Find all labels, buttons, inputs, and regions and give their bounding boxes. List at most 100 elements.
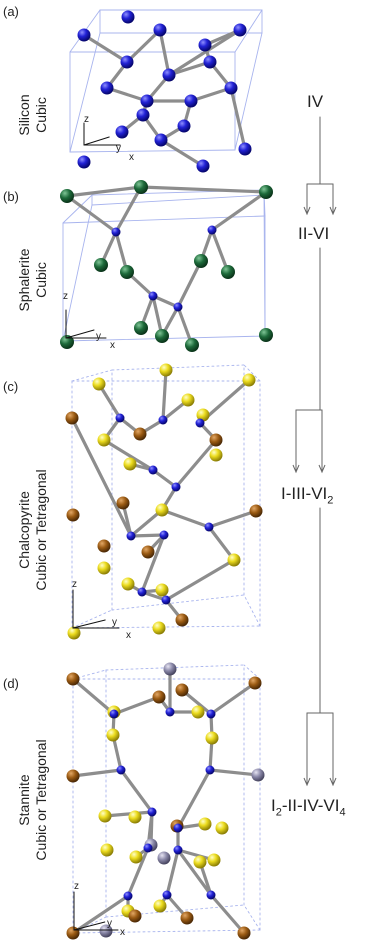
blue-atom — [206, 709, 216, 719]
axis-y-arrow — [65, 329, 95, 339]
bond — [151, 294, 180, 309]
blue-atom — [154, 133, 168, 147]
flow-i-iii-vi2-label: I-III-VI2 — [281, 484, 334, 507]
blue-atom — [121, 10, 135, 24]
bond — [126, 846, 150, 898]
yellow-atom — [198, 817, 212, 831]
unit-cell-edge — [243, 594, 261, 627]
yellow-atom — [207, 853, 221, 867]
unit-cell-edge — [243, 364, 261, 382]
bond — [71, 894, 130, 935]
name-line: Cubic or Tetragonal — [33, 739, 49, 861]
brown-atom — [152, 690, 166, 704]
bond — [176, 848, 213, 897]
blue-atom — [177, 119, 191, 133]
bond — [209, 893, 246, 935]
blue-atom — [111, 227, 121, 237]
bond — [103, 810, 154, 818]
yellow-atom — [205, 731, 219, 745]
bond — [167, 60, 212, 77]
blue-atom — [198, 38, 212, 52]
yellow-atom — [159, 363, 173, 377]
green-atom — [185, 338, 199, 352]
brown-atom — [248, 676, 262, 690]
sphalerite-name-label: Sphalerite Cubic — [16, 150, 50, 410]
blue-atom — [205, 765, 215, 775]
bond — [151, 468, 178, 489]
blue-atom — [123, 891, 133, 901]
yellow-atom — [209, 448, 223, 462]
bond — [158, 28, 171, 77]
axis-y-arrow — [73, 921, 106, 931]
blue-atom — [161, 595, 171, 605]
axis-z-label: z — [84, 114, 89, 125]
blue-atom — [136, 108, 150, 122]
blue-atom — [238, 142, 252, 156]
blue-atom — [109, 709, 119, 719]
blue-atom — [148, 291, 158, 301]
yellow-atom — [227, 553, 241, 567]
green-atom — [120, 265, 134, 279]
green-atom — [155, 329, 169, 343]
brown-atom — [116, 496, 130, 510]
flow-arrow — [303, 206, 311, 216]
blue-atom — [77, 155, 91, 169]
blue-atom — [137, 587, 147, 597]
name-line: Chalcopyrite — [16, 491, 32, 569]
bond — [114, 185, 143, 234]
blue-atom — [100, 81, 114, 95]
blue-atom — [173, 845, 183, 855]
bond — [140, 533, 166, 594]
yellow-atom — [191, 705, 205, 719]
chalcopyrite-name-label: Chalcopyrite Cubic or Tetragonal — [16, 400, 50, 660]
blue-atom — [140, 94, 154, 108]
blue-atom — [207, 225, 217, 235]
bond — [209, 681, 257, 716]
axis-x-label: x — [129, 152, 134, 163]
brown-atom — [175, 613, 189, 627]
bond — [102, 438, 155, 472]
brown-atom — [97, 539, 111, 553]
unit-cell-edge — [91, 194, 265, 206]
blue-atom — [77, 28, 91, 42]
blue-atom — [148, 465, 158, 475]
flow-arrow — [329, 777, 337, 787]
yellow-atom — [155, 583, 169, 597]
bond — [129, 533, 166, 538]
unit-cell-edge — [243, 664, 261, 680]
yellow-atom — [97, 561, 111, 575]
yellow-atom — [121, 577, 135, 591]
blue-atom — [224, 81, 238, 95]
yellow-atom — [155, 503, 169, 517]
bond — [229, 86, 247, 151]
axis-y-label: y — [96, 331, 101, 342]
axis-x-label: x — [110, 340, 115, 351]
bond — [164, 558, 236, 602]
blue-atom — [126, 531, 136, 541]
bond — [167, 28, 242, 77]
flow-iv-label: IV — [307, 92, 324, 111]
bond — [65, 185, 143, 198]
bond — [210, 228, 230, 274]
unit-cell-edge — [62, 204, 93, 342]
bond — [176, 768, 212, 830]
yellow-atom — [97, 433, 111, 447]
yellow-atom — [242, 373, 256, 387]
blue-atom — [184, 94, 198, 108]
yellow-atom — [92, 377, 106, 391]
bond — [119, 768, 154, 814]
bond — [139, 185, 268, 194]
unit-cell-edge — [62, 194, 93, 224]
bond — [210, 190, 268, 232]
green-atom — [134, 321, 148, 335]
green-atom — [259, 328, 273, 342]
axis-z-label: z — [63, 291, 68, 302]
blue-atom — [196, 159, 210, 173]
panel-d-label: (d) — [3, 676, 19, 691]
yellow-atom — [193, 855, 207, 869]
bond — [71, 677, 116, 716]
blue-atom — [173, 823, 183, 833]
bond — [174, 438, 218, 489]
yellow-atom — [152, 621, 166, 635]
unit-cell-edge — [243, 904, 261, 931]
